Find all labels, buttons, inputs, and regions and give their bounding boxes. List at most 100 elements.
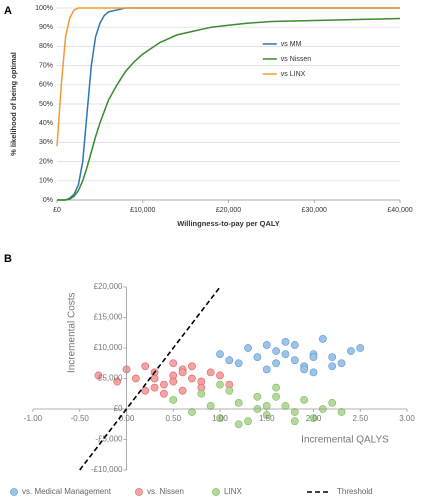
y-tick-label: 80% [39, 43, 53, 50]
legend-swatch [135, 488, 143, 496]
series-line [56, 7, 400, 147]
scatter-point [262, 341, 271, 349]
scatter-point [150, 383, 159, 392]
scatter-point [225, 356, 234, 365]
scatter-point [300, 395, 309, 404]
legend-label: LINX [224, 487, 242, 496]
x-tick-label: 2.00 [306, 414, 322, 423]
scatter-point [244, 344, 252, 352]
scatter-point [318, 334, 327, 343]
scatter-point [234, 420, 243, 429]
y-tick-label: 20% [39, 158, 53, 165]
scatter-point [141, 362, 150, 371]
scatter-point [272, 347, 280, 355]
scatter-point [178, 386, 187, 395]
scatter-point [216, 371, 224, 380]
y-tick-label: 100% [35, 5, 53, 12]
x-tick-label: -0.50 [71, 414, 90, 423]
scatter-point [272, 392, 280, 401]
scatter-point [141, 386, 150, 395]
scatter-point [150, 374, 159, 383]
scatter-point [159, 380, 168, 389]
series-line [57, 17, 401, 201]
y-tick-label: 0% [43, 197, 53, 204]
x-tick-label: 1.50 [259, 414, 275, 423]
y-tick-label: £15,000 [94, 313, 123, 322]
y-tick-label: 90% [39, 24, 53, 31]
legend-label: vs. Nissen [147, 487, 184, 496]
y-tick-label: £5,000 [98, 374, 123, 383]
x-tick-label: £30,000 [302, 207, 327, 214]
y-tick-label: £0 [114, 404, 123, 413]
panel-label: B [4, 253, 12, 265]
scatter-point [216, 380, 224, 389]
y-axis-label: % likelihood of being optimal [9, 52, 18, 156]
legend-label: vs Nissen [281, 56, 311, 63]
scatter-point [281, 402, 290, 410]
legend-label: Threshold [337, 487, 373, 496]
scatter-point [159, 389, 168, 398]
scatter-point [169, 359, 178, 368]
scatter-point [188, 408, 196, 416]
x-tick-label: £0 [53, 207, 61, 214]
y-tick-label: -£10,000 [91, 465, 123, 474]
scatter-point [234, 359, 243, 368]
scatter-point [328, 362, 337, 371]
scatter-point [234, 398, 243, 407]
x-tick-label: 2.50 [352, 414, 368, 423]
scatter-point [309, 353, 318, 362]
scatter-point [169, 377, 178, 386]
legend-swatch [212, 488, 220, 496]
scatter-point [328, 353, 337, 362]
y-tick-label: 30% [39, 139, 53, 146]
scatter-point [281, 337, 290, 346]
scatter-point [188, 362, 196, 371]
y-tick-label: 40% [39, 120, 53, 127]
scatter-point [290, 356, 299, 365]
scatter-point [244, 417, 252, 426]
y-tick-label: 70% [39, 62, 53, 69]
y-tick-label: -£5,000 [95, 435, 123, 444]
scatter-point [169, 395, 178, 404]
scatter-point [206, 402, 215, 410]
x-axis-label: Willingness-to-pay per QALY [177, 219, 280, 228]
scatter-point [272, 359, 280, 368]
scatter-point [337, 359, 346, 368]
scatter-point [300, 365, 309, 374]
scatter-point [309, 368, 318, 377]
y-axis-label: Incremental Costs [67, 292, 78, 373]
scatter-point [346, 347, 355, 355]
scatter-point [225, 386, 234, 395]
scatter-point [253, 353, 262, 362]
scatter-point [216, 414, 224, 423]
scatter-point [178, 368, 187, 377]
x-tick-label: £20,000 [216, 207, 241, 214]
x-tick-label: 3.00 [399, 414, 415, 423]
scatter-point [131, 374, 140, 383]
scatter-point [290, 341, 299, 349]
scatter-point [113, 377, 122, 386]
threshold-line [79, 286, 221, 471]
scatter-point [290, 408, 299, 416]
legend-label: vs LINX [281, 71, 306, 78]
x-tick-label: £10,000 [130, 207, 155, 214]
scatter-point [262, 402, 271, 410]
scatter-point [262, 365, 271, 374]
x-tick-label: 0.50 [165, 414, 181, 423]
x-axis-label: Incremental QALYS [301, 435, 389, 446]
scatter-point [290, 417, 299, 426]
x-tick-label: -1.00 [24, 414, 43, 423]
scatter-point [309, 414, 318, 423]
scatter-point [206, 368, 215, 377]
scatter-point [253, 392, 262, 401]
scatter-point [356, 344, 365, 352]
x-tick-label: 0.00 [119, 414, 135, 423]
legend-label: vs MM [281, 41, 302, 48]
y-tick-label: £20,000 [94, 282, 123, 291]
y-tick-label: 60% [39, 82, 53, 89]
scatter-point [216, 350, 224, 358]
y-tick-label: £10,000 [94, 343, 123, 352]
scatter-point [272, 383, 280, 392]
y-tick-label: 50% [39, 101, 53, 108]
